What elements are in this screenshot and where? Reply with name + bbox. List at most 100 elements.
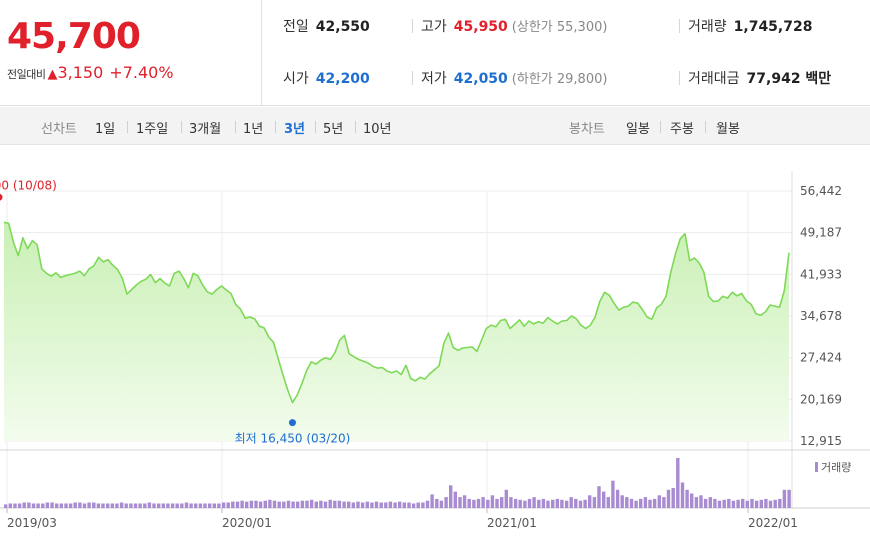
- x-tick-label: 2020/01: [222, 516, 272, 530]
- volume-bar: [680, 482, 685, 508]
- chart-toolbar: 선차트 1일 1주일 3개월 1년 3년 5년 10년 봉차트 일봉 주봉 월봉: [0, 107, 870, 145]
- y-tick-label: 34,678: [800, 309, 842, 323]
- volume-bar: [180, 503, 184, 508]
- volume-bar: [22, 502, 26, 508]
- volume-bar: [509, 497, 513, 508]
- y-tick-label: 49,187: [800, 226, 842, 240]
- volume-bar: [384, 502, 388, 508]
- volume-bar: [666, 489, 671, 508]
- volume-bar: [82, 503, 87, 508]
- volume-bar: [541, 498, 546, 508]
- volume-bar: [583, 499, 587, 508]
- lower-limit: (하한가 29,800): [511, 72, 608, 87]
- volume-bar: [778, 498, 782, 508]
- volume-bar: [411, 503, 416, 508]
- period-tab-1d[interactable]: 1일: [95, 122, 116, 137]
- volume-bar: [347, 501, 351, 508]
- volume-bar: [87, 502, 91, 508]
- volume-bar: [551, 499, 555, 508]
- volume-bar: [634, 500, 638, 508]
- volume-bar: [620, 495, 624, 508]
- volume-bar: [245, 501, 249, 508]
- candle-tab-monthly[interactable]: 월봉: [716, 122, 740, 137]
- volume-bar: [337, 500, 342, 508]
- candle-tab-daily[interactable]: 일봉: [626, 122, 650, 137]
- volume-bar: [68, 503, 73, 508]
- volume-bar: [513, 498, 518, 508]
- period-tab-5y[interactable]: 5년: [323, 122, 344, 137]
- volume-bar: [782, 489, 787, 508]
- prev-close-value: 42,550: [315, 19, 370, 35]
- volume-bar: [449, 485, 453, 508]
- volume-bar: [694, 497, 699, 508]
- volume-bar: [147, 502, 152, 508]
- volume-stat: 거래량 1,745,728: [688, 16, 812, 36]
- volume-bar: [4, 504, 8, 508]
- volume-bar: [351, 502, 355, 508]
- trade-value-value: 77,942 백만: [746, 71, 832, 87]
- volume-bar: [50, 502, 54, 508]
- volume-bar: [625, 497, 629, 508]
- volume-bar: [170, 503, 175, 508]
- prev-close-label: 전일: [283, 19, 309, 35]
- volume-bar: [750, 498, 754, 508]
- volume-bar: [481, 497, 485, 508]
- volume-bar: [249, 500, 254, 508]
- divider: [412, 19, 413, 33]
- prev-close-stat: 전일 42,550: [283, 16, 370, 36]
- volume-bar: [564, 500, 569, 508]
- volume-bars: [4, 458, 791, 508]
- volume-bar: [731, 500, 736, 508]
- volume-bar: [444, 497, 448, 508]
- volume-bar: [476, 498, 481, 508]
- period-tab-1y[interactable]: 1년: [243, 122, 264, 137]
- low-marker: [288, 419, 296, 427]
- volume-bar: [124, 503, 128, 508]
- volume-bar: [518, 499, 522, 508]
- volume-bar: [194, 503, 198, 508]
- volume-bar: [388, 501, 393, 508]
- volume-bar: [129, 503, 133, 508]
- volume-bar: [240, 500, 244, 508]
- volume-bar: [374, 501, 379, 508]
- candle-tab-weekly[interactable]: 주봉: [670, 122, 694, 137]
- period-tab-3y[interactable]: 3년: [284, 122, 306, 137]
- divider: [181, 121, 182, 133]
- volume-bar: [597, 486, 601, 508]
- period-tab-1w[interactable]: 1주일: [136, 122, 169, 137]
- volume-bar: [263, 500, 267, 508]
- volume-bar: [764, 498, 768, 508]
- price-area-layer: [3, 221, 790, 441]
- volume-bar: [296, 501, 300, 508]
- volume-bar: [370, 502, 374, 508]
- high-marker: [0, 193, 3, 201]
- volume-bar: [226, 502, 230, 508]
- volume-bar: [161, 503, 165, 508]
- period-tab-3m[interactable]: 3개월: [189, 122, 222, 137]
- change-label: 전일대비: [7, 68, 46, 81]
- volume-bar: [462, 495, 467, 508]
- volume-bar: [319, 500, 323, 508]
- divider: [705, 121, 706, 133]
- chart-annotations: 최고 51,800 (10/08) 최저 16,450 (03/20) 거래량: [0, 178, 851, 474]
- volume-bar: [671, 488, 675, 508]
- volume-bar: [333, 500, 337, 508]
- volume-bar: [652, 498, 657, 508]
- current-price: 45,700: [7, 16, 141, 57]
- volume-bar: [421, 502, 425, 508]
- volume-bar: [360, 502, 365, 508]
- high-label: 고가: [421, 19, 447, 35]
- volume-bar: [736, 499, 740, 508]
- low-annotation: 최저 16,450 (03/20): [235, 432, 351, 446]
- volume-bar: [184, 502, 189, 508]
- open-label: 시가: [283, 71, 309, 87]
- x-tick-label: 2022/01: [748, 516, 798, 530]
- volume-bar: [648, 499, 652, 508]
- volume-bar: [208, 503, 212, 508]
- volume-bar: [435, 498, 439, 508]
- period-tab-10y[interactable]: 10년: [363, 122, 392, 137]
- volume-bar: [574, 498, 578, 508]
- volume-bar: [36, 503, 40, 508]
- high-value: 45,950: [453, 19, 508, 35]
